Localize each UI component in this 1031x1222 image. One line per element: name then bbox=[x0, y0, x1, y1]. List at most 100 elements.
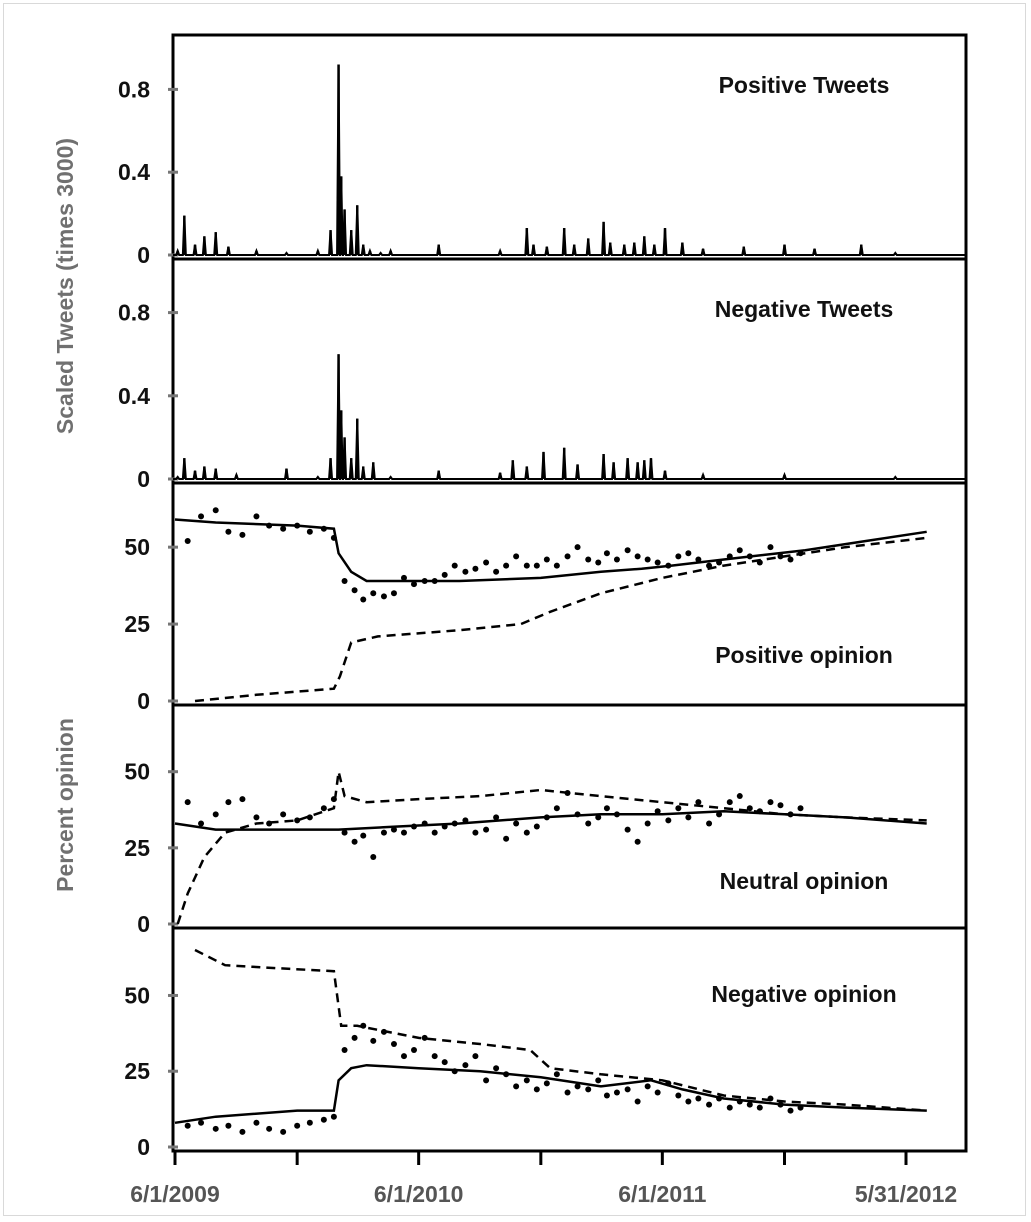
observed-point bbox=[513, 1083, 520, 1090]
observed-point bbox=[198, 513, 205, 520]
x-tick-label: 5/31/2012 bbox=[855, 1181, 957, 1207]
panel-1: 0.8 0.4 0 Positive Tweets bbox=[118, 33, 968, 268]
observed-point bbox=[746, 805, 753, 812]
observed-point bbox=[695, 799, 702, 806]
panel-2: 0.8 0.4 0 Negative Tweets bbox=[118, 257, 968, 492]
observed-point bbox=[706, 820, 713, 827]
observed-point bbox=[493, 814, 500, 821]
tweet-series-line bbox=[173, 354, 966, 480]
observed-point bbox=[225, 799, 232, 806]
observed-point bbox=[351, 838, 358, 845]
observed-point bbox=[634, 838, 641, 845]
observed-point bbox=[787, 811, 794, 818]
observed-point bbox=[603, 1092, 610, 1099]
observed-point bbox=[564, 553, 571, 560]
observed-point bbox=[400, 1053, 407, 1060]
observed-point bbox=[564, 1089, 571, 1096]
observed-point bbox=[644, 820, 651, 827]
observed-point bbox=[351, 587, 358, 594]
observed-point bbox=[675, 1092, 682, 1099]
observed-point bbox=[294, 522, 301, 529]
observed-point bbox=[787, 556, 794, 563]
y-tick-label: 0.4 bbox=[118, 159, 150, 185]
observed-point bbox=[503, 562, 510, 569]
observed-point bbox=[212, 507, 219, 514]
observed-point bbox=[523, 829, 530, 836]
observed-point bbox=[400, 829, 407, 836]
observed-point bbox=[239, 796, 246, 803]
observed-point bbox=[595, 814, 602, 821]
observed-point bbox=[253, 1119, 260, 1126]
observed-point bbox=[654, 808, 661, 815]
observed-point bbox=[320, 1116, 327, 1123]
observed-point bbox=[280, 1128, 287, 1135]
y-tick-label: 25 bbox=[124, 835, 150, 861]
observed-point bbox=[585, 820, 592, 827]
solid-series-line bbox=[174, 518, 927, 583]
observed-point bbox=[212, 1125, 219, 1132]
observed-point bbox=[266, 820, 273, 827]
observed-point bbox=[543, 556, 550, 563]
observed-point bbox=[431, 1053, 438, 1060]
observed-point bbox=[767, 544, 774, 551]
observed-point bbox=[634, 553, 641, 560]
observed-point bbox=[184, 538, 191, 544]
observed-point bbox=[451, 562, 458, 569]
observed-point bbox=[767, 1095, 774, 1102]
observed-point bbox=[370, 853, 377, 860]
panel-title: Positive Tweets bbox=[719, 72, 890, 98]
observed-point bbox=[756, 559, 763, 566]
observed-point bbox=[706, 1101, 713, 1108]
observed-point bbox=[613, 811, 620, 818]
observed-point bbox=[695, 1095, 702, 1102]
observed-point bbox=[603, 805, 610, 812]
observed-point bbox=[736, 1098, 743, 1105]
observed-point bbox=[462, 1062, 469, 1069]
observed-point bbox=[330, 1113, 337, 1120]
y-axis-label-tweets: Scaled Tweets (times 3000) bbox=[52, 138, 78, 434]
observed-point bbox=[341, 578, 348, 584]
observed-point bbox=[410, 823, 417, 830]
observed-point bbox=[483, 1077, 490, 1084]
observed-point bbox=[239, 1128, 246, 1135]
observed-point bbox=[280, 525, 287, 532]
observed-point bbox=[595, 1077, 602, 1084]
observed-point bbox=[253, 513, 260, 520]
observed-point bbox=[665, 817, 672, 824]
y-tick-label: 0 bbox=[137, 1134, 150, 1160]
observed-point bbox=[390, 590, 397, 597]
observed-point bbox=[777, 1101, 784, 1108]
y-tick-label: 25 bbox=[124, 611, 150, 637]
observed-point bbox=[390, 826, 397, 833]
observed-point bbox=[746, 1101, 753, 1108]
observed-point bbox=[410, 581, 417, 588]
observed-point bbox=[330, 796, 337, 803]
observed-point bbox=[574, 1083, 581, 1090]
observed-point bbox=[695, 556, 702, 563]
observed-point bbox=[306, 528, 313, 535]
observed-point bbox=[787, 1107, 794, 1114]
y-tick-label: 0 bbox=[137, 911, 150, 937]
y-tick-label: 50 bbox=[124, 759, 150, 785]
observed-point bbox=[380, 1028, 387, 1035]
observed-point bbox=[239, 531, 246, 538]
observed-point bbox=[400, 574, 407, 581]
observed-point bbox=[225, 1122, 232, 1129]
observed-point bbox=[441, 1059, 448, 1066]
observed-point bbox=[266, 522, 273, 529]
observed-point bbox=[624, 1086, 631, 1093]
observed-point bbox=[503, 1071, 510, 1078]
observed-point bbox=[306, 814, 313, 821]
y-tick-label: 0.4 bbox=[118, 383, 150, 409]
panel-title: Positive opinion bbox=[715, 642, 893, 668]
observed-point bbox=[533, 562, 540, 569]
panel-border bbox=[171, 33, 968, 261]
observed-point bbox=[341, 1047, 348, 1054]
x-tick-label: 6/1/2011 bbox=[618, 1181, 706, 1207]
observed-point bbox=[523, 562, 530, 569]
observed-point bbox=[421, 578, 428, 584]
observed-point bbox=[441, 571, 448, 578]
observed-point bbox=[513, 820, 520, 827]
observed-point bbox=[736, 547, 743, 554]
panel-title: Negative opinion bbox=[711, 981, 896, 1007]
